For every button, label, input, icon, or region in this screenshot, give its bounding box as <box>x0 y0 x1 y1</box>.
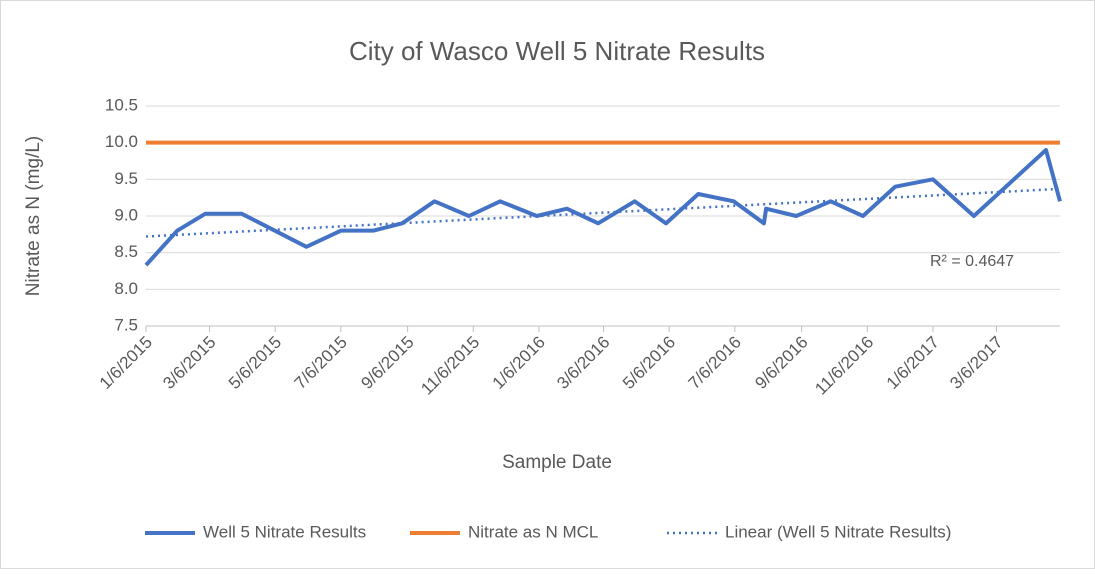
legend-label: Nitrate as N MCL <box>468 522 598 541</box>
series-line <box>144 148 1062 267</box>
x-axis-label: Sample Date <box>502 452 612 473</box>
series-line <box>145 187 1061 238</box>
annotation: R² = 0.4647 <box>930 253 1014 270</box>
y-axis-label: Nitrate as N (mg/L) <box>23 136 44 296</box>
chart-title: City of Wasco Well 5 Nitrate Results <box>349 36 765 66</box>
y-tick-label: 9.0 <box>114 205 138 224</box>
y-tick-label: 9.5 <box>114 169 138 188</box>
y-tick-label: 8.0 <box>114 279 138 298</box>
y-tick-label: 8.5 <box>114 242 138 261</box>
y-tick-label: 7.5 <box>114 315 138 334</box>
legend-label: Linear (Well 5 Nitrate Results) <box>725 522 951 541</box>
legend-label: Well 5 Nitrate Results <box>203 522 366 541</box>
y-tick-label: 10.0 <box>105 132 138 151</box>
y-tick-label: 10.5 <box>105 95 138 114</box>
